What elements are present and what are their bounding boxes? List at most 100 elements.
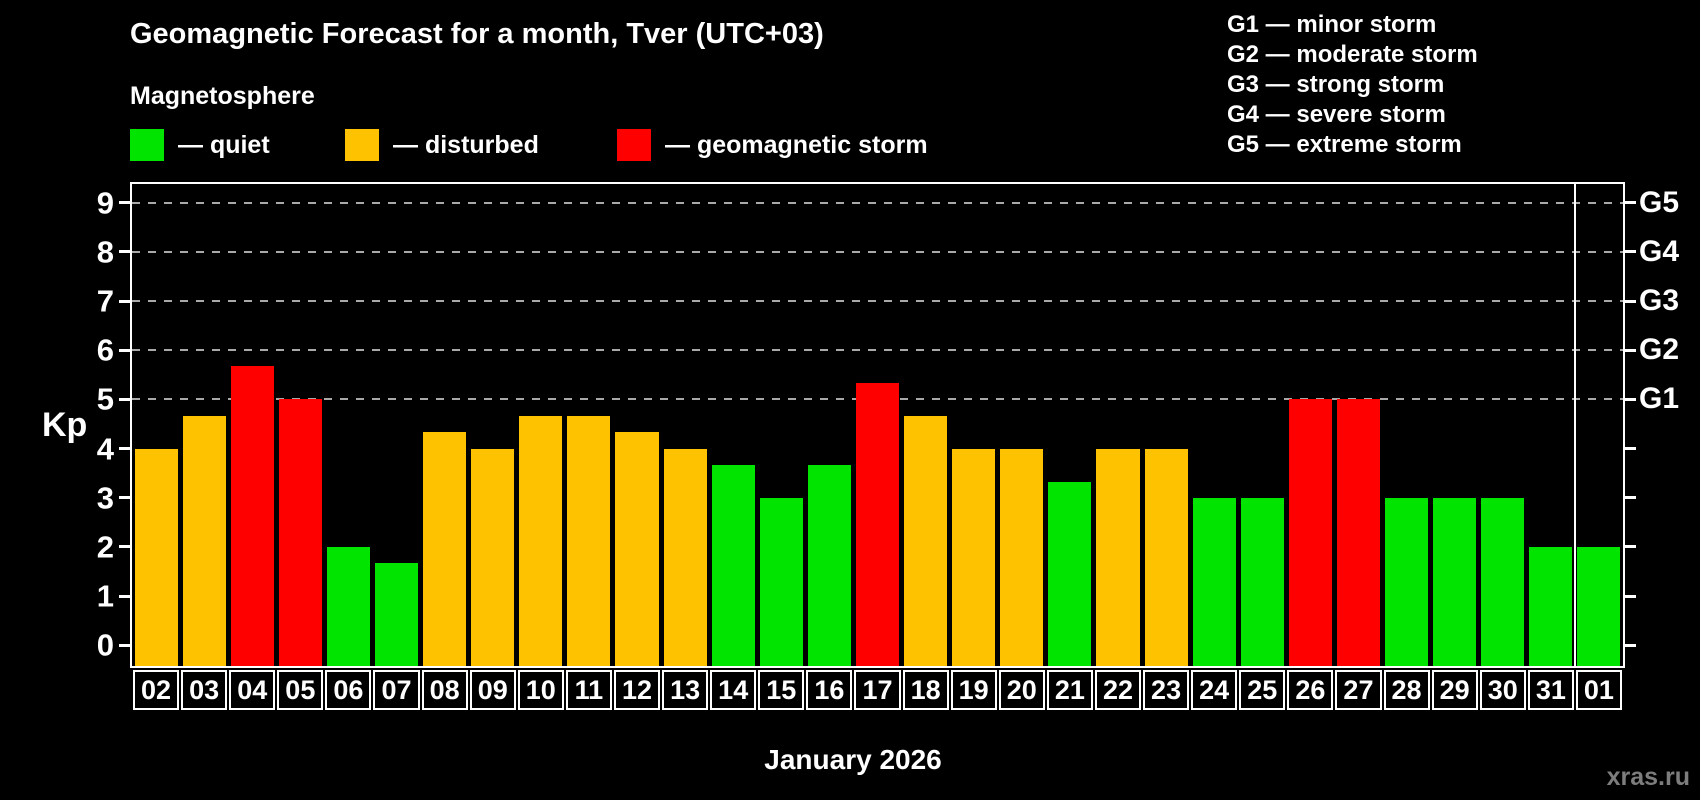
legend-label-storm: — geomagnetic storm	[665, 130, 928, 159]
bar-day-03	[182, 415, 226, 666]
date-label-01: 01	[1575, 670, 1622, 710]
date-label-18: 18	[902, 670, 949, 710]
quiet-color-swatch	[130, 129, 164, 161]
date-label-11: 11	[565, 670, 612, 710]
y-axis-tick-left	[119, 348, 130, 352]
y-tick-label-4: 4	[96, 431, 114, 467]
bar-day-30	[1481, 497, 1525, 666]
date-label-10: 10	[517, 670, 564, 710]
date-label-15: 15	[758, 670, 805, 710]
gridline-kp9	[132, 201, 1623, 204]
date-label-06: 06	[325, 670, 372, 710]
date-label-05: 05	[277, 670, 324, 710]
y-axis-tick-right	[1625, 397, 1636, 401]
bar-day-25	[1240, 497, 1284, 666]
plot-area: 0 1 2 3 4 5 6 7 8 9 G1 G2 G3 G4 G5	[97, 182, 1679, 668]
bar-day-16	[807, 464, 851, 666]
bar-day-12	[615, 432, 659, 666]
y-tick-label-2: 2	[96, 529, 114, 565]
date-label-07: 07	[373, 670, 420, 710]
bar-day-29	[1433, 497, 1477, 666]
y-axis-tick-left	[119, 299, 130, 303]
date-label-30: 30	[1479, 670, 1526, 710]
y-tick-label-5: 5	[96, 381, 114, 417]
bar-day-04	[230, 366, 274, 666]
bar-day-01	[1577, 546, 1621, 666]
y-axis-tick-left	[119, 201, 130, 205]
y-tick-label-0: 0	[96, 627, 114, 663]
bar-day-18	[904, 415, 948, 666]
bar-day-22	[1096, 448, 1140, 666]
bar-day-24	[1192, 497, 1236, 666]
y-axis-tick-left	[119, 496, 130, 500]
date-label-21: 21	[1046, 670, 1093, 710]
legend-label-disturbed: — disturbed	[393, 130, 539, 159]
right-axis-label-g5: G5	[1639, 185, 1680, 219]
y-axis-tick-left	[119, 643, 130, 647]
bar-day-19	[952, 448, 996, 666]
bar-day-21	[1048, 481, 1092, 666]
gridline-kp7	[132, 300, 1623, 303]
date-label-12: 12	[613, 670, 661, 710]
storm-color-swatch	[617, 129, 651, 161]
date-label-28: 28	[1383, 670, 1430, 710]
g2-legend-line: G2 — moderate storm	[1227, 41, 1478, 68]
date-label-31: 31	[1527, 670, 1574, 710]
y-tick-label-1: 1	[96, 578, 114, 614]
x-axis-title: January 2026	[764, 744, 942, 775]
date-label-19: 19	[950, 670, 997, 710]
y-axis-title: Kp	[42, 406, 88, 444]
g1-legend-line: G1 — minor storm	[1227, 11, 1437, 38]
g4-legend-line: G4 — severe storm	[1227, 101, 1446, 128]
bar-day-06	[326, 546, 370, 666]
y-axis-tick-right	[1625, 594, 1636, 598]
date-label-22: 22	[1094, 670, 1142, 710]
bar-day-13	[663, 448, 707, 666]
y-axis-tick-right	[1625, 545, 1636, 549]
y-tick-label-9: 9	[96, 185, 114, 221]
y-axis-tick-right	[1625, 447, 1636, 451]
date-label-25: 25	[1239, 670, 1286, 710]
legend-item-storm: — geomagnetic storm	[617, 128, 928, 162]
right-axis-label-g3: G3	[1639, 284, 1680, 318]
bar-day-14	[711, 464, 755, 666]
storm-scale-legend: G1 — minor storm G2 — moderate storm G3 …	[1227, 10, 1478, 160]
y-axis-tick-left	[119, 250, 130, 254]
bar-day-26	[1288, 399, 1332, 666]
gridline-kp8	[132, 250, 1623, 253]
y-axis-tick-right	[1625, 643, 1636, 647]
bar-day-27	[1336, 399, 1380, 666]
date-label-17: 17	[854, 670, 901, 710]
bar-day-02	[134, 448, 178, 666]
bar-day-07	[374, 563, 419, 666]
month-boundary-line	[1573, 184, 1576, 666]
date-label-03: 03	[181, 670, 228, 710]
y-axis-tick-right	[1625, 250, 1636, 254]
legend-item-quiet: — quiet	[130, 128, 270, 162]
y-tick-label-8: 8	[96, 234, 114, 270]
legend-label-quiet: — quiet	[178, 130, 270, 159]
date-label-26: 26	[1287, 670, 1334, 710]
bar-day-08	[423, 432, 467, 666]
date-label-04: 04	[229, 670, 276, 710]
date-label-29: 29	[1431, 670, 1478, 710]
y-axis-tick-left	[119, 594, 130, 598]
g5-legend-line: G5 — extreme storm	[1227, 131, 1462, 158]
x-axis-date-row: 02 03 04 05 06 07 08 09 10 11 12 13 14 15 16 17 18 19 20 21…	[132, 670, 1623, 714]
date-label-16: 16	[806, 670, 853, 710]
y-axis-tick-right	[1625, 348, 1636, 352]
chart-title: Geomagnetic Forecast for a month, Tver (…	[130, 18, 824, 50]
watermark: xras.ru	[1606, 763, 1690, 791]
y-axis-tick-left	[119, 447, 130, 451]
date-label-14: 14	[710, 670, 757, 710]
date-label-27: 27	[1335, 670, 1382, 710]
date-label-09: 09	[469, 670, 516, 710]
right-axis-label-g1: G1	[1639, 382, 1680, 416]
bar-day-31	[1529, 546, 1573, 666]
bar-day-11	[567, 415, 611, 666]
y-axis-tick-left	[119, 545, 130, 549]
bar-day-20	[1000, 448, 1044, 666]
legend-item-disturbed: — disturbed	[345, 128, 539, 162]
date-label-23: 23	[1143, 670, 1190, 710]
gridline-kp6	[132, 349, 1623, 352]
